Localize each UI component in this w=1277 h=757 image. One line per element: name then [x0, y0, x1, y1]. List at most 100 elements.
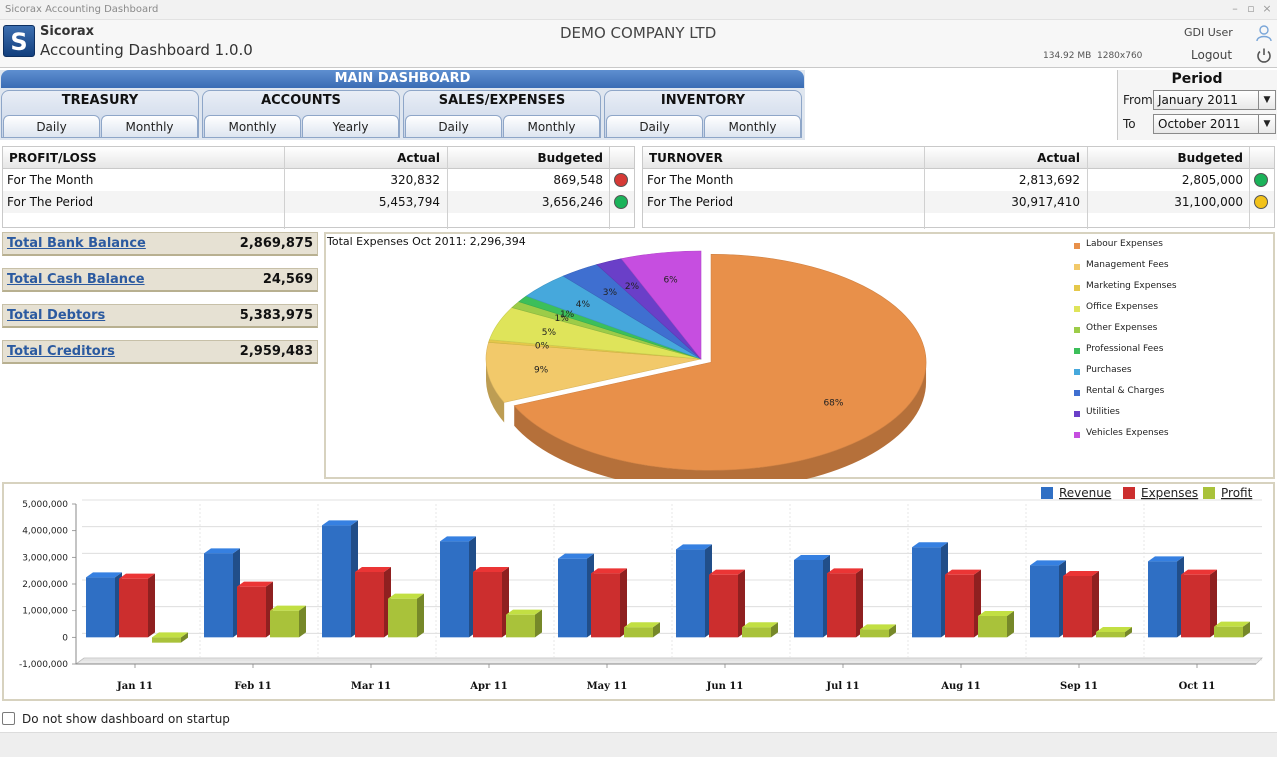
legend-swatch — [1041, 487, 1053, 499]
startup-checkbox[interactable] — [2, 712, 15, 725]
legend-swatch — [1074, 243, 1080, 249]
power-icon[interactable] — [1255, 47, 1273, 65]
tab-sales-monthly[interactable]: Monthly — [503, 115, 600, 138]
bar-revenue — [794, 555, 830, 638]
y-tick-label: 0 — [62, 633, 68, 643]
tab-sales-daily[interactable]: Daily — [405, 115, 502, 138]
row-background — [3, 191, 634, 213]
total-creditors-value: 2,959,483 — [239, 344, 313, 359]
legend-item-expenses[interactable]: Expenses — [1141, 486, 1198, 500]
x-tick-label: Oct 11 — [1179, 681, 1216, 692]
turnover-heading: TURNOVER — [649, 151, 723, 165]
legend-swatch — [1074, 306, 1080, 312]
table-row-budgeted: 869,548 — [553, 173, 603, 187]
total-creditors-link[interactable]: Total Creditors — [7, 344, 115, 359]
tab-treasury-monthly[interactable]: Monthly — [101, 115, 198, 138]
status-indicator — [614, 173, 628, 187]
from-period-select[interactable]: January 2011 ▼ — [1153, 90, 1276, 110]
creditors-card: Total Creditors 2,959,483 — [2, 340, 318, 364]
to-label: To — [1123, 117, 1136, 131]
bank-balance-card: Total Bank Balance 2,869,875 — [2, 232, 318, 256]
bar-profit — [860, 624, 896, 638]
tab-treasury[interactable]: TREASURY — [61, 93, 139, 108]
legend-swatch — [1123, 487, 1135, 499]
legend-item: Purchases — [1086, 365, 1132, 375]
x-tick-label: Jul 11 — [825, 681, 859, 692]
tab-sales-expenses[interactable]: SALES/EXPENSES — [438, 93, 566, 108]
table-row-actual: 30,917,410 — [1011, 195, 1080, 209]
status-indicator — [614, 195, 628, 209]
total-bank-balance-link[interactable]: Total Bank Balance — [7, 236, 146, 251]
bar-profit — [152, 632, 188, 643]
debtors-card: Total Debtors 5,383,975 — [2, 304, 318, 328]
user-icon[interactable] — [1255, 24, 1273, 42]
minimize-button[interactable]: – — [1232, 2, 1238, 15]
nav-group-sales-expenses: SALES/EXPENSES Daily Monthly — [403, 90, 601, 138]
company-name: DEMO COMPANY LTD — [560, 24, 717, 42]
legend-item-revenue[interactable]: Revenue — [1059, 486, 1111, 500]
legend-swatch — [1074, 390, 1080, 396]
column-divider — [284, 147, 285, 229]
bar-expenses — [709, 569, 745, 638]
bar-expenses — [827, 568, 863, 638]
pie-slice-label: 3% — [603, 288, 618, 298]
x-tick-label: Jun 11 — [706, 681, 744, 692]
bar-revenue — [322, 520, 358, 638]
table-row-budgeted: 2,805,000 — [1181, 173, 1243, 187]
bar-revenue — [676, 544, 712, 638]
maximize-button[interactable]: ▫ — [1247, 2, 1255, 15]
tab-main-dashboard[interactable]: MAIN DASHBOARD — [1, 70, 804, 88]
screen-resolution: 1280x760 — [1097, 51, 1143, 61]
actual-heading: Actual — [1037, 151, 1080, 165]
tab-inventory-daily[interactable]: Daily — [606, 115, 703, 138]
tab-treasury-daily[interactable]: Daily — [3, 115, 100, 138]
total-debtors-value: 5,383,975 — [239, 308, 313, 323]
pie-title: Total Expenses Oct 2011: 2,296,394 — [327, 235, 526, 248]
pie-slice-label: 6% — [663, 275, 678, 285]
bar-profit — [624, 622, 660, 638]
bar-profit — [742, 622, 778, 638]
legend-swatch — [1074, 285, 1080, 291]
bar-revenue — [912, 542, 948, 638]
bar-revenue — [558, 553, 594, 638]
chevron-down-icon[interactable]: ▼ — [1258, 91, 1275, 109]
nav-group-accounts: ACCOUNTS Monthly Yearly — [202, 90, 400, 138]
total-cash-balance-link[interactable]: Total Cash Balance — [7, 272, 145, 287]
tab-accounts[interactable]: ACCOUNTS — [261, 93, 341, 108]
bar-expenses — [945, 569, 981, 638]
pie-slice-label: 68% — [823, 398, 843, 408]
tab-accounts-monthly[interactable]: Monthly — [204, 115, 301, 138]
pie-slice — [513, 253, 927, 471]
legend-item: Vehicles Expenses — [1086, 428, 1169, 438]
status-indicator — [1254, 195, 1268, 209]
column-divider — [609, 147, 610, 229]
x-tick-label: Jan 11 — [116, 681, 153, 692]
tab-inventory[interactable]: INVENTORY — [660, 93, 746, 108]
legend-item: Management Fees — [1086, 260, 1169, 270]
to-period-select[interactable]: October 2011 ▼ — [1153, 114, 1276, 134]
cash-balance-card: Total Cash Balance 24,569 — [2, 268, 318, 292]
bar-profit — [506, 609, 542, 638]
legend-item: Marketing Expenses — [1086, 281, 1177, 291]
column-divider — [1087, 147, 1088, 229]
total-debtors-link[interactable]: Total Debtors — [7, 308, 106, 323]
table-row-budgeted: 3,656,246 — [541, 195, 603, 209]
total-bank-balance-value: 2,869,875 — [239, 236, 313, 251]
startup-checkbox-label[interactable]: Do not show dashboard on startup — [22, 712, 230, 726]
tab-inventory-monthly[interactable]: Monthly — [704, 115, 801, 138]
brand-name: Sicorax — [40, 24, 95, 39]
chevron-down-icon[interactable]: ▼ — [1258, 115, 1275, 133]
y-tick-label: 1,000,000 — [22, 607, 68, 617]
legend-item-profit[interactable]: Profit — [1221, 486, 1253, 500]
status-bar — [0, 732, 1277, 757]
logout-link[interactable]: Logout — [1191, 48, 1233, 62]
bar-expenses — [473, 567, 509, 638]
tab-accounts-yearly[interactable]: Yearly — [302, 115, 399, 138]
pie-slice-label: 1% — [560, 310, 575, 320]
column-divider — [1249, 147, 1250, 229]
x-tick-label: Apr 11 — [469, 681, 507, 692]
y-tick-label: 5,000,000 — [22, 500, 68, 510]
table-row-label: For The Month — [647, 173, 734, 187]
table-row-label: For The Period — [7, 195, 94, 209]
close-button[interactable]: × — [1262, 2, 1272, 15]
